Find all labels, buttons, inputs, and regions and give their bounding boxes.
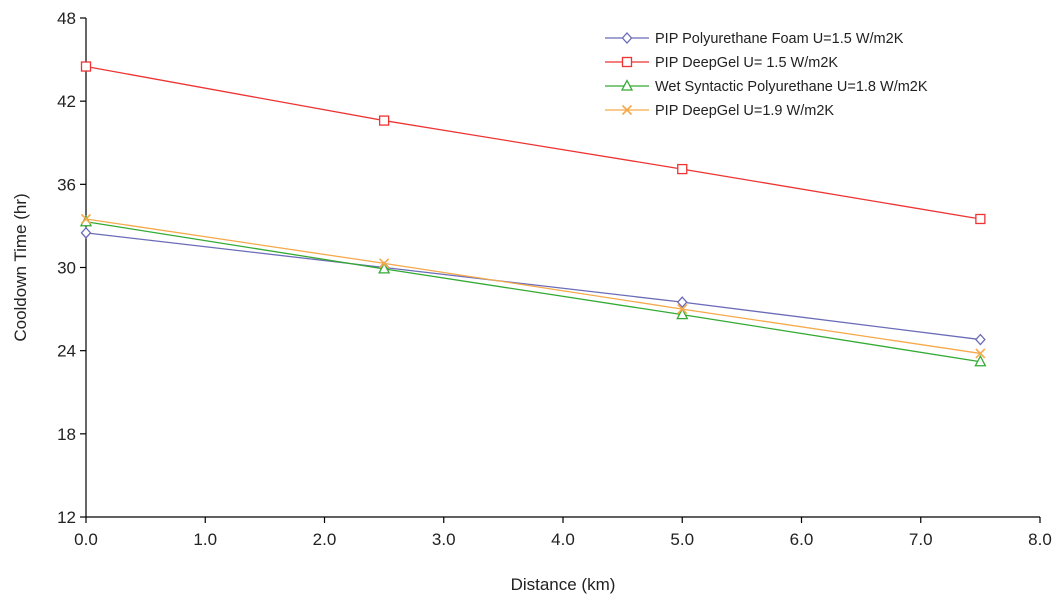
x-axis-title: Distance (km) [511,575,616,594]
data-point-x [80,213,92,225]
y-axis-title: Cooldown Time (hr) [11,193,30,341]
series-line [85,232,981,341]
series-3 [79,214,987,367]
legend-marker-x [621,104,633,116]
y-tick-label: 36 [57,175,76,194]
x-tick-label: 3.0 [432,530,456,549]
data-point-diamond [676,296,688,309]
legend-item: PIP Polyurethane Foam U=1.5 W/m2K [605,31,904,47]
x-tick-label: 2.0 [313,530,337,549]
data-point-x [975,348,986,359]
legend-marker-diamond [621,32,633,44]
y-tick-label: 30 [57,259,76,278]
x-tick-label: 1.0 [193,530,217,549]
x-tick-label: 4.0 [551,530,575,549]
y-tick-label: 24 [57,342,76,361]
data-point-diamond [975,333,986,346]
legend-label: PIP DeepGel U= 1.5 W/m2K [655,55,838,71]
x-tick-label: 7.0 [909,530,933,549]
legend: PIP Polyurethane Foam U=1.5 W/m2K PIP Dee… [605,31,928,119]
legend-item: PIP DeepGel U= 1.5 W/m2K [605,55,838,71]
data-point-square [677,163,688,175]
y-tick-label: 48 [57,9,76,28]
series-layer [79,61,987,367]
x-tick-label: 5.0 [670,530,694,549]
x-tick-label: 8.0 [1028,530,1052,549]
legend-item: PIP DeepGel U=1.9 W/m2K [605,103,834,119]
data-point-triangle [378,261,391,274]
legend-marker-triangle [620,79,634,91]
legend-label: Wet Syntactic Polyurethane U=1.8 W/m2K [655,79,928,95]
series-4 [80,213,986,359]
data-point-triangle [974,354,987,367]
x-tick-label: 0.0 [74,530,98,549]
y-axis-ticks: 12 18 24 30 36 42 48 [57,9,86,527]
y-tick-label: 42 [57,92,76,111]
data-point-square [80,61,92,72]
y-tick-label: 12 [57,508,76,527]
x-tick-label: 6.0 [790,530,814,549]
data-point-diamond [80,226,92,239]
legend-item: Wet Syntactic Polyurethane U=1.8 W/m2K [605,79,928,95]
series-line [85,221,981,363]
series-line [85,65,981,220]
data-point-x [677,304,688,315]
series-2 [80,61,986,225]
legend-label: PIP Polyurethane Foam U=1.5 W/m2K [655,31,904,47]
data-point-x [379,258,390,269]
data-point-triangle [676,307,689,320]
legend-label: PIP DeepGel U=1.9 W/m2K [655,103,834,119]
data-point-square [975,213,986,225]
data-point-square [378,115,390,126]
legend-marker-square [621,56,633,68]
y-tick-label: 18 [57,425,76,444]
series-line [85,218,981,355]
data-point-triangle [79,214,93,227]
x-axis-ticks: 0.0 1.0 2.0 3.0 4.0 5.0 6.0 7.0 8.0 [74,517,1052,549]
